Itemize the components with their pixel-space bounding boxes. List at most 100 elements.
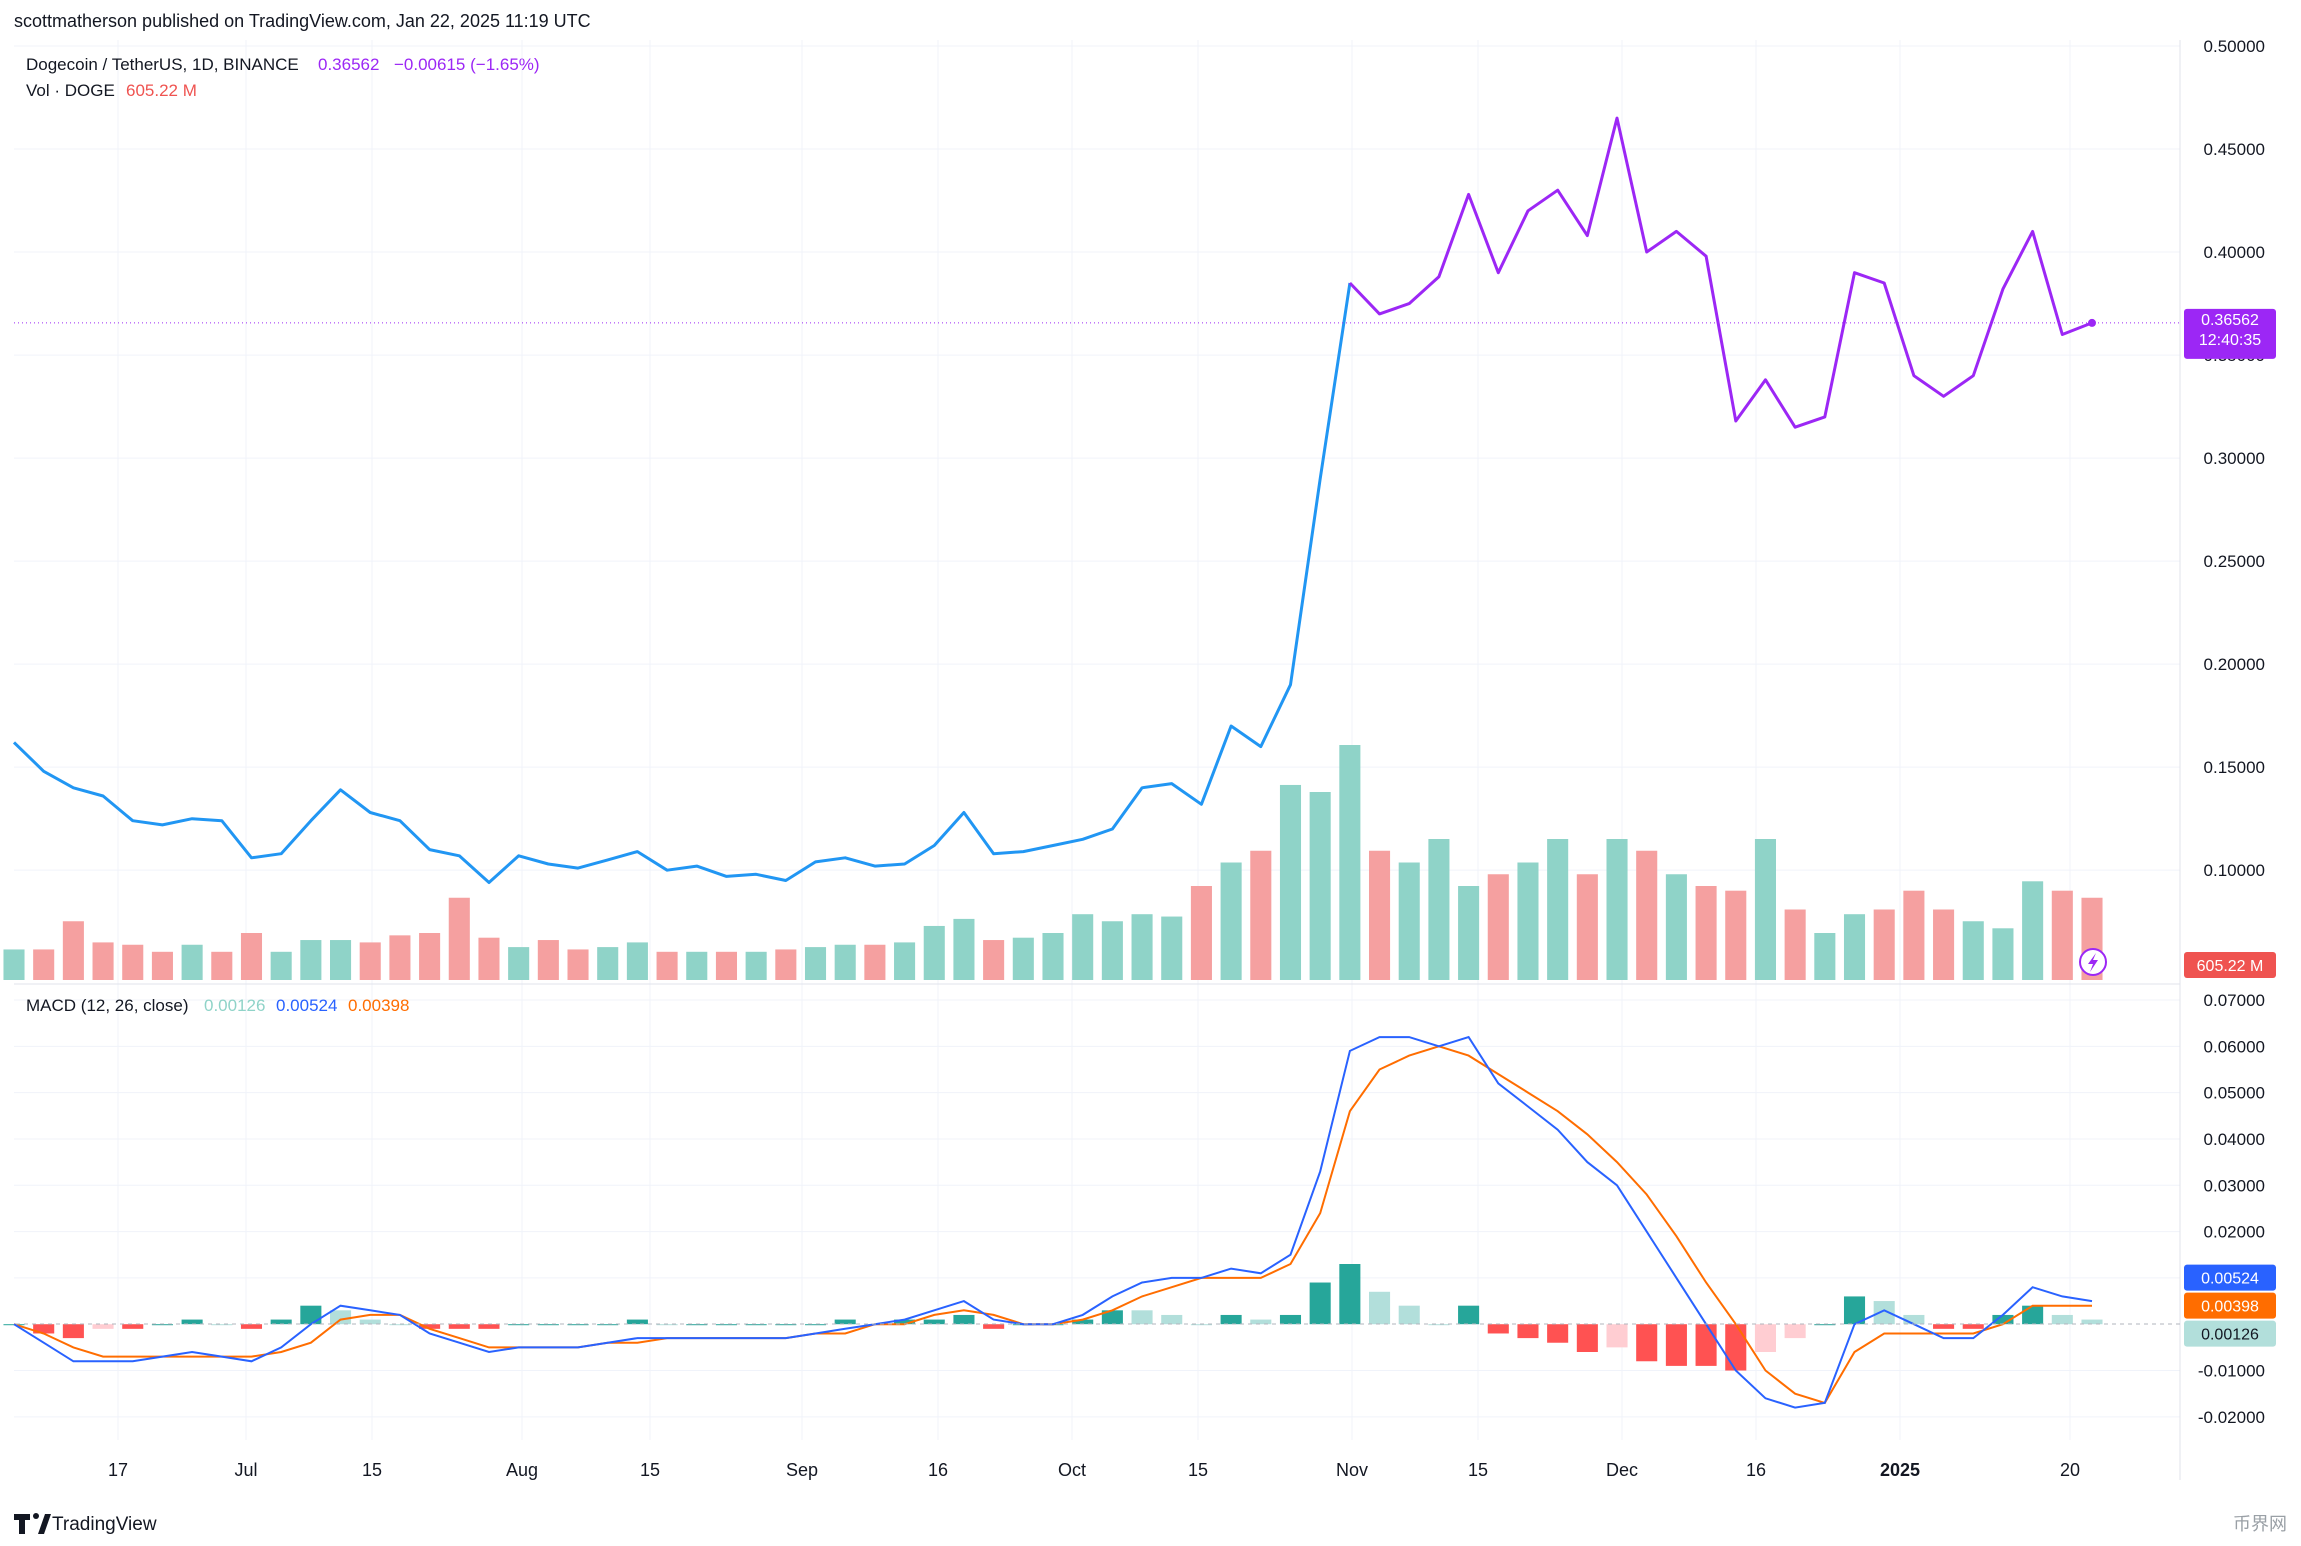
histogram-bar bbox=[983, 1324, 1005, 1329]
volume-bar bbox=[745, 951, 767, 980]
volume-bar bbox=[330, 940, 352, 980]
histogram-bar bbox=[1161, 1314, 1183, 1325]
x-tick-label: Aug bbox=[506, 1460, 538, 1480]
volume-bar bbox=[567, 949, 589, 980]
macd-tick-label: 0.04000 bbox=[2204, 1130, 2265, 1149]
histogram-bar bbox=[330, 1310, 352, 1325]
histogram-bar bbox=[775, 1324, 797, 1326]
volume-bar bbox=[359, 942, 381, 980]
volume-bar bbox=[122, 944, 144, 980]
histogram-bar bbox=[1369, 1291, 1391, 1325]
x-tick-label: Sep bbox=[786, 1460, 818, 1480]
x-tick-label: 2025 bbox=[1880, 1460, 1920, 1480]
histogram-bar bbox=[656, 1324, 678, 1326]
histogram-bar bbox=[537, 1324, 559, 1326]
histogram-bar bbox=[1279, 1314, 1302, 1325]
lightning-icon[interactable] bbox=[2079, 948, 2107, 976]
macd-tick-label: -0.02000 bbox=[2198, 1408, 2265, 1427]
legend-macd-label[interactable]: MACD (12, 26, close) bbox=[26, 996, 189, 1015]
volume-bar bbox=[1606, 839, 1628, 980]
x-tick-label: 20 bbox=[2060, 1460, 2080, 1480]
signal-line bbox=[13, 1045, 2092, 1405]
volume-bar bbox=[270, 951, 292, 980]
legend-symbol[interactable]: Dogecoin / TetherUS, 1D, BINANCE bbox=[26, 55, 299, 74]
x-tick-label: Nov bbox=[1336, 1460, 1368, 1480]
x-tick-label: 16 bbox=[928, 1460, 948, 1480]
histogram-bar bbox=[626, 1319, 648, 1325]
volume-bar bbox=[626, 942, 648, 980]
histogram-bar bbox=[33, 1324, 55, 1334]
volume-bar bbox=[1428, 839, 1450, 980]
volume-bars bbox=[3, 745, 2103, 980]
svg-text:0.00524: 0.00524 bbox=[2201, 1271, 2259, 1288]
volume-bar bbox=[1754, 839, 1776, 980]
volume-bar bbox=[2051, 890, 2073, 980]
histogram-bar bbox=[211, 1324, 233, 1326]
svg-text:605.22 M: 605.22 M bbox=[2197, 958, 2264, 975]
x-tick-label: 15 bbox=[362, 1460, 382, 1480]
histogram-bar bbox=[715, 1324, 737, 1326]
histogram-bar bbox=[745, 1324, 767, 1326]
price-tick-label: 0.45000 bbox=[2204, 140, 2265, 159]
volume-bar bbox=[419, 933, 441, 980]
histogram-bar bbox=[478, 1324, 500, 1329]
volume-bar bbox=[1072, 914, 1094, 980]
volume-bar bbox=[1903, 890, 1925, 980]
volume-bar bbox=[478, 937, 500, 980]
volume-bar bbox=[894, 942, 916, 980]
legend-macd-signal: 0.00398 bbox=[348, 996, 409, 1015]
volume-bar bbox=[1843, 914, 1866, 980]
legend-vol-value: 605.22 M bbox=[126, 81, 197, 100]
histogram-bar bbox=[1636, 1324, 1658, 1362]
histogram-bar bbox=[1517, 1324, 1539, 1339]
axes: 17 Jul 15 Aug 15 Sep 16 Oct 15 Nov 15 Dec 16 2025 20 0.… bbox=[108, 37, 2265, 1480]
volume-bar bbox=[1012, 937, 1034, 980]
volume-bar bbox=[1933, 909, 1955, 980]
volume-bar bbox=[686, 951, 708, 980]
histogram-bar bbox=[1933, 1324, 1955, 1329]
volume-bar bbox=[864, 944, 886, 980]
histogram-bar bbox=[1843, 1296, 1866, 1325]
volume-bar bbox=[1369, 850, 1391, 980]
histogram-bar bbox=[1487, 1324, 1509, 1334]
histogram-bar bbox=[567, 1324, 589, 1326]
volume-bar bbox=[1161, 916, 1183, 980]
x-tick-label: 15 bbox=[1188, 1460, 1208, 1480]
volume-bar bbox=[1042, 933, 1064, 980]
histogram-bar bbox=[2081, 1319, 2103, 1325]
volume-bar bbox=[775, 949, 797, 980]
volume-bar bbox=[1487, 874, 1509, 980]
macd-tick-label: 0.03000 bbox=[2204, 1176, 2265, 1195]
histogram-bar bbox=[1398, 1305, 1420, 1325]
svg-text:0.00398: 0.00398 bbox=[2201, 1299, 2259, 1316]
histogram-bar bbox=[1992, 1314, 2014, 1325]
legend-vol-label[interactable]: Vol · DOGE bbox=[26, 81, 115, 100]
histogram-bar bbox=[953, 1314, 975, 1325]
volume-bar bbox=[1131, 914, 1153, 980]
volume-bar bbox=[1250, 850, 1272, 980]
histogram-bar bbox=[62, 1324, 84, 1339]
volume-bar bbox=[508, 947, 530, 980]
volume-bar bbox=[1309, 792, 1331, 980]
histogram-bar bbox=[359, 1319, 381, 1325]
published-text: scottmatherson published on TradingView.… bbox=[14, 11, 591, 31]
price-tick-label: 0.20000 bbox=[2204, 655, 2265, 674]
histogram-bar bbox=[1190, 1324, 1212, 1326]
histogram-bar bbox=[1309, 1282, 1331, 1325]
volume-bar bbox=[1458, 886, 1480, 980]
volume-badge: 605.22 M bbox=[2184, 952, 2276, 978]
price-line-purple bbox=[1348, 116, 2093, 429]
volume-bar bbox=[597, 947, 619, 980]
volume-bar bbox=[923, 925, 945, 980]
histogram-bar bbox=[1101, 1310, 1123, 1325]
x-tick-label: 15 bbox=[640, 1460, 660, 1480]
volume-bar bbox=[33, 949, 55, 980]
volume-bar bbox=[151, 951, 173, 980]
x-tick-label: Jul bbox=[234, 1460, 257, 1480]
histogram-bar bbox=[270, 1319, 292, 1325]
volume-bar bbox=[1339, 745, 1361, 980]
volume-bar bbox=[1101, 921, 1123, 980]
watermark: 币界网 bbox=[2233, 1514, 2287, 1534]
volume-bar bbox=[1992, 928, 2014, 980]
